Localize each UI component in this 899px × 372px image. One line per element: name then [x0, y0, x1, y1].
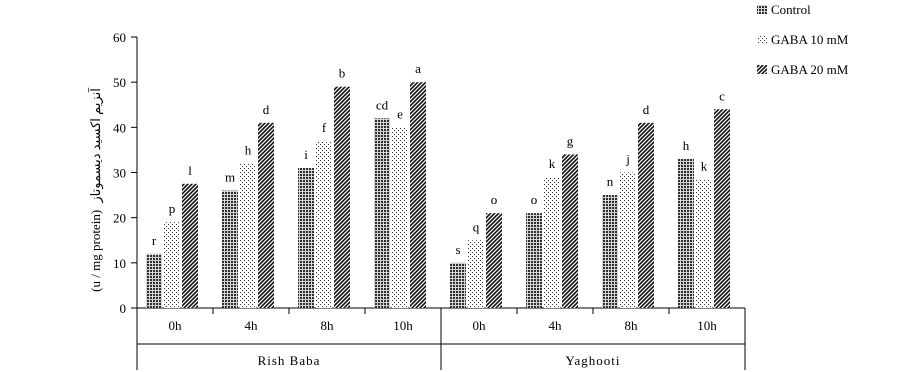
bar-gaba20	[562, 154, 578, 308]
x-labels: 0h 4h 8h 10h 0h 4h 8h 10h Rish Baba Yaghooti	[169, 318, 718, 368]
bar-gaba10	[392, 127, 408, 308]
bars	[146, 82, 730, 309]
bar-gaba10	[164, 222, 180, 308]
significance-labels: r m i cd s o n h p h f e q k j k l d b a o g d c	[152, 61, 725, 257]
legend: Control GABA 10 mM GABA 20 mM	[757, 2, 849, 77]
significance-label: o	[531, 192, 538, 207]
legend-swatch-gaba10	[757, 35, 767, 44]
significance-label: h	[245, 142, 252, 157]
significance-label: r	[152, 233, 157, 248]
legend-label: Control	[771, 2, 811, 17]
bar-control	[450, 262, 466, 308]
bar-control	[298, 167, 314, 308]
significance-label: g	[567, 133, 574, 148]
significance-label: a	[415, 61, 421, 76]
bar-control	[678, 158, 694, 308]
legend-swatch-gaba20	[757, 65, 767, 74]
legend-label: GABA 10 mM	[771, 32, 849, 47]
significance-label: cd	[376, 97, 389, 112]
bar-gaba10	[620, 172, 636, 308]
significance-label: k	[701, 158, 708, 173]
significance-label: c	[719, 88, 725, 103]
bar-control	[526, 213, 542, 308]
bar-gaba10	[696, 179, 712, 308]
significance-label: q	[473, 219, 480, 234]
significance-label: b	[339, 66, 346, 81]
x-tick-label: 8h	[321, 318, 335, 333]
y-axis-title-latin: (u / mg protein)	[88, 210, 103, 292]
significance-label: k	[549, 156, 556, 171]
y-tick-label: 50	[113, 75, 126, 90]
y-tick-label: 30	[113, 166, 126, 181]
y-axis-title: (u / mg protein) آنزیم اکسید دیسموتاز	[87, 87, 104, 292]
significance-label: j	[625, 152, 630, 167]
bar-gaba20	[714, 109, 730, 309]
bar-gaba20	[486, 213, 502, 308]
significance-label: s	[455, 242, 460, 257]
x-tick-label: 0h	[169, 318, 183, 333]
x-tick-label: 10h	[393, 318, 413, 333]
bar-control	[222, 190, 238, 308]
significance-label: n	[607, 174, 614, 189]
significance-label: m	[225, 170, 235, 185]
significance-label: d	[643, 102, 650, 117]
bar-control	[374, 118, 390, 308]
x-tick-label: 8h	[625, 318, 639, 333]
significance-label: o	[491, 192, 498, 207]
legend-label: GABA 20 mM	[771, 62, 849, 77]
bar-gaba20	[334, 86, 350, 308]
significance-label: i	[304, 147, 308, 162]
significance-label: d	[263, 102, 270, 117]
significance-label: l	[188, 163, 192, 178]
group-label: Yaghooti	[565, 353, 620, 368]
bar-gaba20	[258, 122, 274, 308]
bar-gaba10	[316, 140, 332, 308]
y-tick-label: 40	[113, 120, 126, 135]
x-tick-label: 4h	[245, 318, 259, 333]
y-tick-label: 10	[113, 256, 126, 271]
bar-gaba10	[468, 240, 484, 308]
bar-gaba20	[182, 183, 198, 308]
bar-gaba20	[638, 122, 654, 308]
bar-control	[146, 253, 162, 308]
significance-label: e	[397, 106, 403, 121]
bar-gaba20	[410, 82, 426, 309]
x-tick-label: 4h	[549, 318, 563, 333]
group-label: Rish Baba	[258, 353, 321, 368]
svg-text:(u / mg protein) آنزیم ا: (u / mg protein) آنزیم اکسید دیسموتاز	[87, 87, 104, 292]
y-tick-label: 60	[113, 30, 126, 45]
legend-swatch-control	[757, 5, 767, 14]
y-tick-label: 20	[113, 211, 126, 226]
bar-gaba10	[240, 163, 256, 308]
bar-gaba10	[544, 177, 560, 308]
significance-label: p	[169, 201, 176, 216]
x-tick-label: 10h	[697, 318, 717, 333]
bar-control	[602, 195, 618, 308]
significance-label: f	[322, 120, 327, 135]
y-tick-label: 0	[120, 301, 127, 316]
y-ticks: 0 10 20 30 40 50 60	[113, 30, 137, 316]
y-axis-title-arabic: آنزیم اکسید دیسموتاز	[87, 87, 104, 204]
significance-label: h	[683, 138, 690, 153]
x-tick-label: 0h	[473, 318, 487, 333]
